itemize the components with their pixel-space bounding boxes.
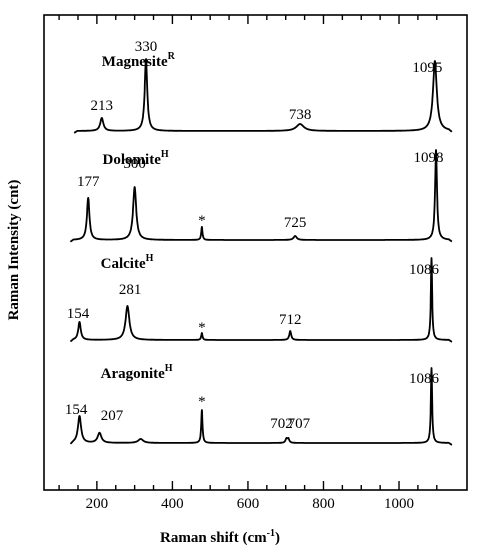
series-name: DolomiteH xyxy=(103,149,169,168)
peak-label: 712 xyxy=(279,312,302,328)
peak-label: 207 xyxy=(101,408,124,424)
x-tick-label: 200 xyxy=(86,496,109,512)
peak-label: 702 xyxy=(270,416,293,432)
spectrum-aragonite xyxy=(69,367,453,446)
peak-label: 281 xyxy=(119,282,142,298)
plot-frame xyxy=(43,14,468,491)
peak-asterisk: * xyxy=(198,320,206,336)
spectrum-magnesite xyxy=(73,58,453,134)
peak-label: 725 xyxy=(284,215,307,231)
peak-label: 177 xyxy=(77,174,100,190)
peak-label: 154 xyxy=(67,306,90,322)
peak-label: 300 xyxy=(123,156,146,172)
x-axis-label: Raman shift (cm-1) xyxy=(160,528,280,546)
peak-asterisk: * xyxy=(198,213,206,229)
y-axis-label: Raman Intensity (cnt) xyxy=(6,180,22,321)
peak-label: 707 xyxy=(288,416,311,432)
x-tick-label: 800 xyxy=(312,496,335,512)
peak-label: 330 xyxy=(135,39,158,55)
peak-label: 154 xyxy=(65,402,88,418)
series-name: AragoniteH xyxy=(101,363,173,382)
x-tick-label: 600 xyxy=(237,496,260,512)
peak-label: 1098 xyxy=(413,150,443,166)
spectrum-calcite xyxy=(69,257,453,343)
spectra xyxy=(69,58,453,446)
peak-label: 1095 xyxy=(412,60,442,76)
x-tick-label: 1000 xyxy=(384,496,414,512)
series-name: CalciteH xyxy=(101,253,154,272)
peak-label: 1086 xyxy=(409,262,440,278)
series-name: MagnesiteR xyxy=(102,51,176,70)
peak-asterisk: * xyxy=(198,394,206,410)
spectrum-dolomite xyxy=(69,149,453,243)
x-ticks: 200 400 600 800 1000 xyxy=(58,15,438,512)
peak-label: 738 xyxy=(289,107,312,123)
peak-label: 1086 xyxy=(409,371,440,387)
x-tick-label: 400 xyxy=(161,496,184,512)
peak-label: 213 xyxy=(91,98,114,114)
